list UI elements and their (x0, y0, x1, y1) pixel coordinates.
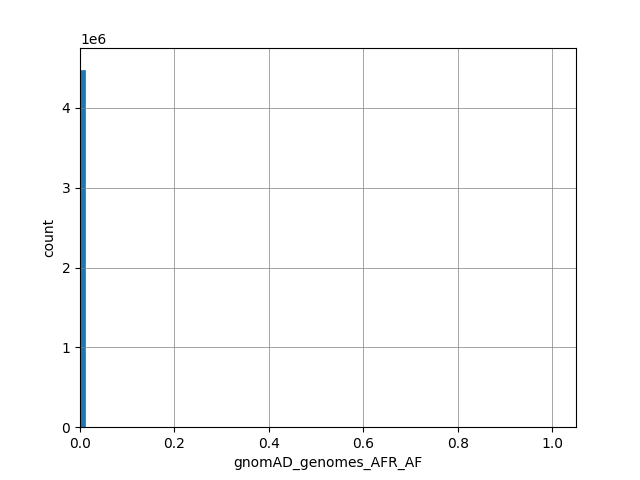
Bar (80, 71, 84, 427)
Y-axis label: count: count (42, 218, 56, 257)
X-axis label: gnomAD_genomes_AFR_AF: gnomAD_genomes_AFR_AF (234, 456, 422, 470)
